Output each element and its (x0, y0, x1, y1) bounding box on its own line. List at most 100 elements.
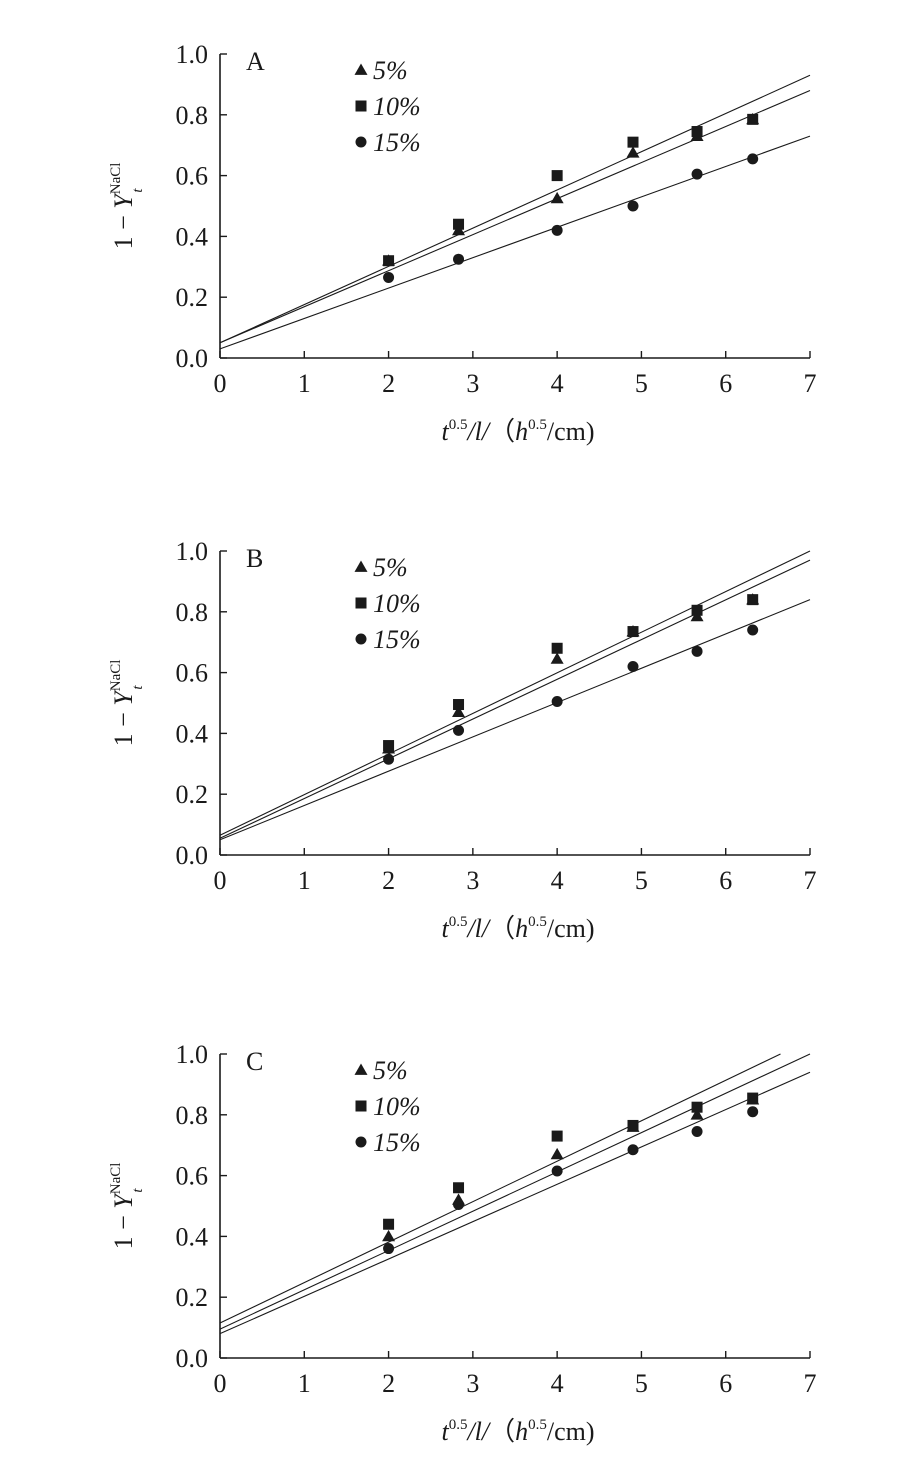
y-title-subscript: t (130, 188, 146, 193)
panel-a-y-tick-label: 0.0 (176, 344, 209, 373)
y-title-superscript: NaCl (108, 1163, 124, 1195)
panel-c-legend-marker-triangle (354, 1063, 368, 1075)
y-title-prefix: 1 − (109, 706, 138, 747)
panel-c-point-circle (551, 1165, 563, 1177)
x-title-h-exponent: 0.5 (528, 914, 547, 930)
panel-b-y-tick-label: 0.6 (176, 659, 209, 688)
panel-b-x-tick-label: 4 (551, 866, 564, 895)
panel-c-point-circle (453, 1198, 465, 1210)
panel-a: 0.0 0.2 0.4 0.6 0.8 1.0 0 1 2 3 4 5 6 7 A 5% 10% 15% 1 − Y… (108, 40, 817, 446)
panel-b-point-circle (747, 624, 759, 636)
panel-c-fit-line-square (219, 1053, 781, 1324)
panel-b-x-axis-title: t0.5/l/（h0.5/cm) (441, 914, 594, 943)
panel-c-point-circle (691, 1126, 703, 1138)
panel-a-y-tick-label: 0.6 (176, 162, 209, 191)
panel-a-y-tick-label: 1.0 (176, 40, 209, 69)
panel-a-legend-marker-square (355, 100, 367, 112)
panel-c-point-square (551, 1130, 563, 1142)
panel-b-point-circle (627, 661, 639, 673)
x-title-h-exponent: 0.5 (528, 417, 547, 433)
panel-b-point-circle (383, 753, 395, 765)
panel-b-x-tick-label: 5 (635, 866, 648, 895)
panel-a-fit-line-square (219, 74, 811, 344)
panel-b-point-square (383, 740, 395, 752)
panel-c-point-circle (747, 1106, 759, 1118)
panel-b-x-tick-label: 1 (298, 866, 311, 895)
panel-a-point-triangle (626, 146, 640, 158)
panel-c-point-circle (383, 1243, 395, 1255)
x-title-t: t (441, 417, 449, 446)
panel-c-y-axis-title: 1 − YNaCl t (108, 1163, 146, 1250)
panel-a-point-circle (453, 253, 465, 265)
panel-c-x-tick-label: 5 (635, 1369, 648, 1398)
x-title-paren: （ (489, 914, 515, 943)
panel-b-point-triangle (550, 652, 564, 664)
panel-a-point-square (551, 170, 563, 182)
panel-a-point-circle (747, 153, 759, 165)
panel-c-y-tick-label: 0.4 (176, 1222, 209, 1251)
panel-c-legend-marker-square (355, 1100, 367, 1112)
panel-a-x-tick-label: 0 (214, 369, 227, 398)
panel-a-legend-label: 5% (373, 56, 408, 85)
panel-c-x-tick-label: 4 (551, 1369, 564, 1398)
panel-c-x-tick-label: 2 (382, 1369, 395, 1398)
panel-a-y-tick-label: 0.4 (176, 222, 209, 251)
panel-b-legend-label: 5% (373, 553, 408, 582)
panel-b-legend-marker-square (355, 597, 367, 609)
x-title-slash-l: /l/ (465, 914, 491, 943)
panel-b-fit-line-triangle (219, 559, 811, 839)
panel-b-point-triangle (452, 705, 466, 717)
panel-b-x-tick-label: 3 (466, 866, 479, 895)
panel-a-legend-label: 15% (373, 128, 421, 157)
x-title-h-exponent: 0.5 (528, 1417, 547, 1433)
panel-b-legend-label: 10% (373, 589, 421, 618)
panel-b-point-square (747, 594, 759, 606)
x-title-t: t (441, 914, 449, 943)
panel-c-legend-label: 10% (373, 1092, 421, 1121)
x-title-unit: /cm) (547, 1417, 595, 1446)
panel-b-x-tick-label: 7 (804, 866, 817, 895)
panel-b-legend-marker-circle (355, 633, 367, 645)
panel-c-point-circle (627, 1144, 639, 1156)
panel-c-x-tick-label: 1 (298, 1369, 311, 1398)
panel-a-point-square (453, 218, 465, 230)
panel-c-y-tick-label: 0.2 (176, 1283, 209, 1312)
panel-a-point-circle (627, 200, 639, 212)
y-title-prefix: 1 − (109, 209, 138, 250)
panel-a-y-tick-label: 0.2 (176, 283, 209, 312)
panel-b-fit-line-circle (219, 599, 811, 841)
panel-c-point-square (383, 1218, 395, 1230)
panel-c-fit-line-circle (219, 1071, 811, 1335)
panel-a-point-circle (691, 168, 703, 180)
panel-b-letter: B (246, 544, 263, 573)
x-title-t: t (441, 1417, 449, 1446)
y-title-prefix: 1 − (109, 1209, 138, 1250)
y-title-subscript: t (130, 685, 146, 690)
panel-b-point-circle (453, 724, 465, 736)
panel-c-point-square (627, 1119, 639, 1131)
panel-c-legend-label: 15% (373, 1128, 421, 1157)
panel-a-x-tick-label: 2 (382, 369, 395, 398)
panel-a-point-circle (383, 271, 395, 283)
panel-b-point-square (627, 626, 639, 638)
panel-b-y-tick-label: 0.4 (176, 719, 209, 748)
x-title-paren: （ (489, 417, 515, 446)
panel-a-point-square (383, 255, 395, 267)
panel-c-point-triangle (550, 1147, 564, 1160)
panel-a-letter: A (246, 47, 265, 76)
panel-a-fit-line-triangle (219, 89, 811, 344)
panel-a-y-tick-label: 0.8 (176, 101, 209, 130)
x-title-unit: /cm) (547, 417, 595, 446)
x-title-t-exponent: 0.5 (449, 1417, 468, 1433)
panel-c-point-square (691, 1101, 703, 1113)
panel-a-x-tick-label: 4 (551, 369, 564, 398)
panel-a-x-tick-label: 5 (635, 369, 648, 398)
y-title-symbol: Y (109, 689, 138, 706)
panel-a-x-tick-label: 1 (298, 369, 311, 398)
panel-b-x-tick-label: 6 (719, 866, 732, 895)
panel-b-x-tick-label: 0 (214, 866, 227, 895)
panel-b-point-square (551, 642, 563, 654)
panel-a-x-tick-label: 3 (466, 369, 479, 398)
x-title-slash-l: /l/ (465, 1417, 491, 1446)
panel-b-y-tick-label: 0.8 (176, 598, 209, 627)
